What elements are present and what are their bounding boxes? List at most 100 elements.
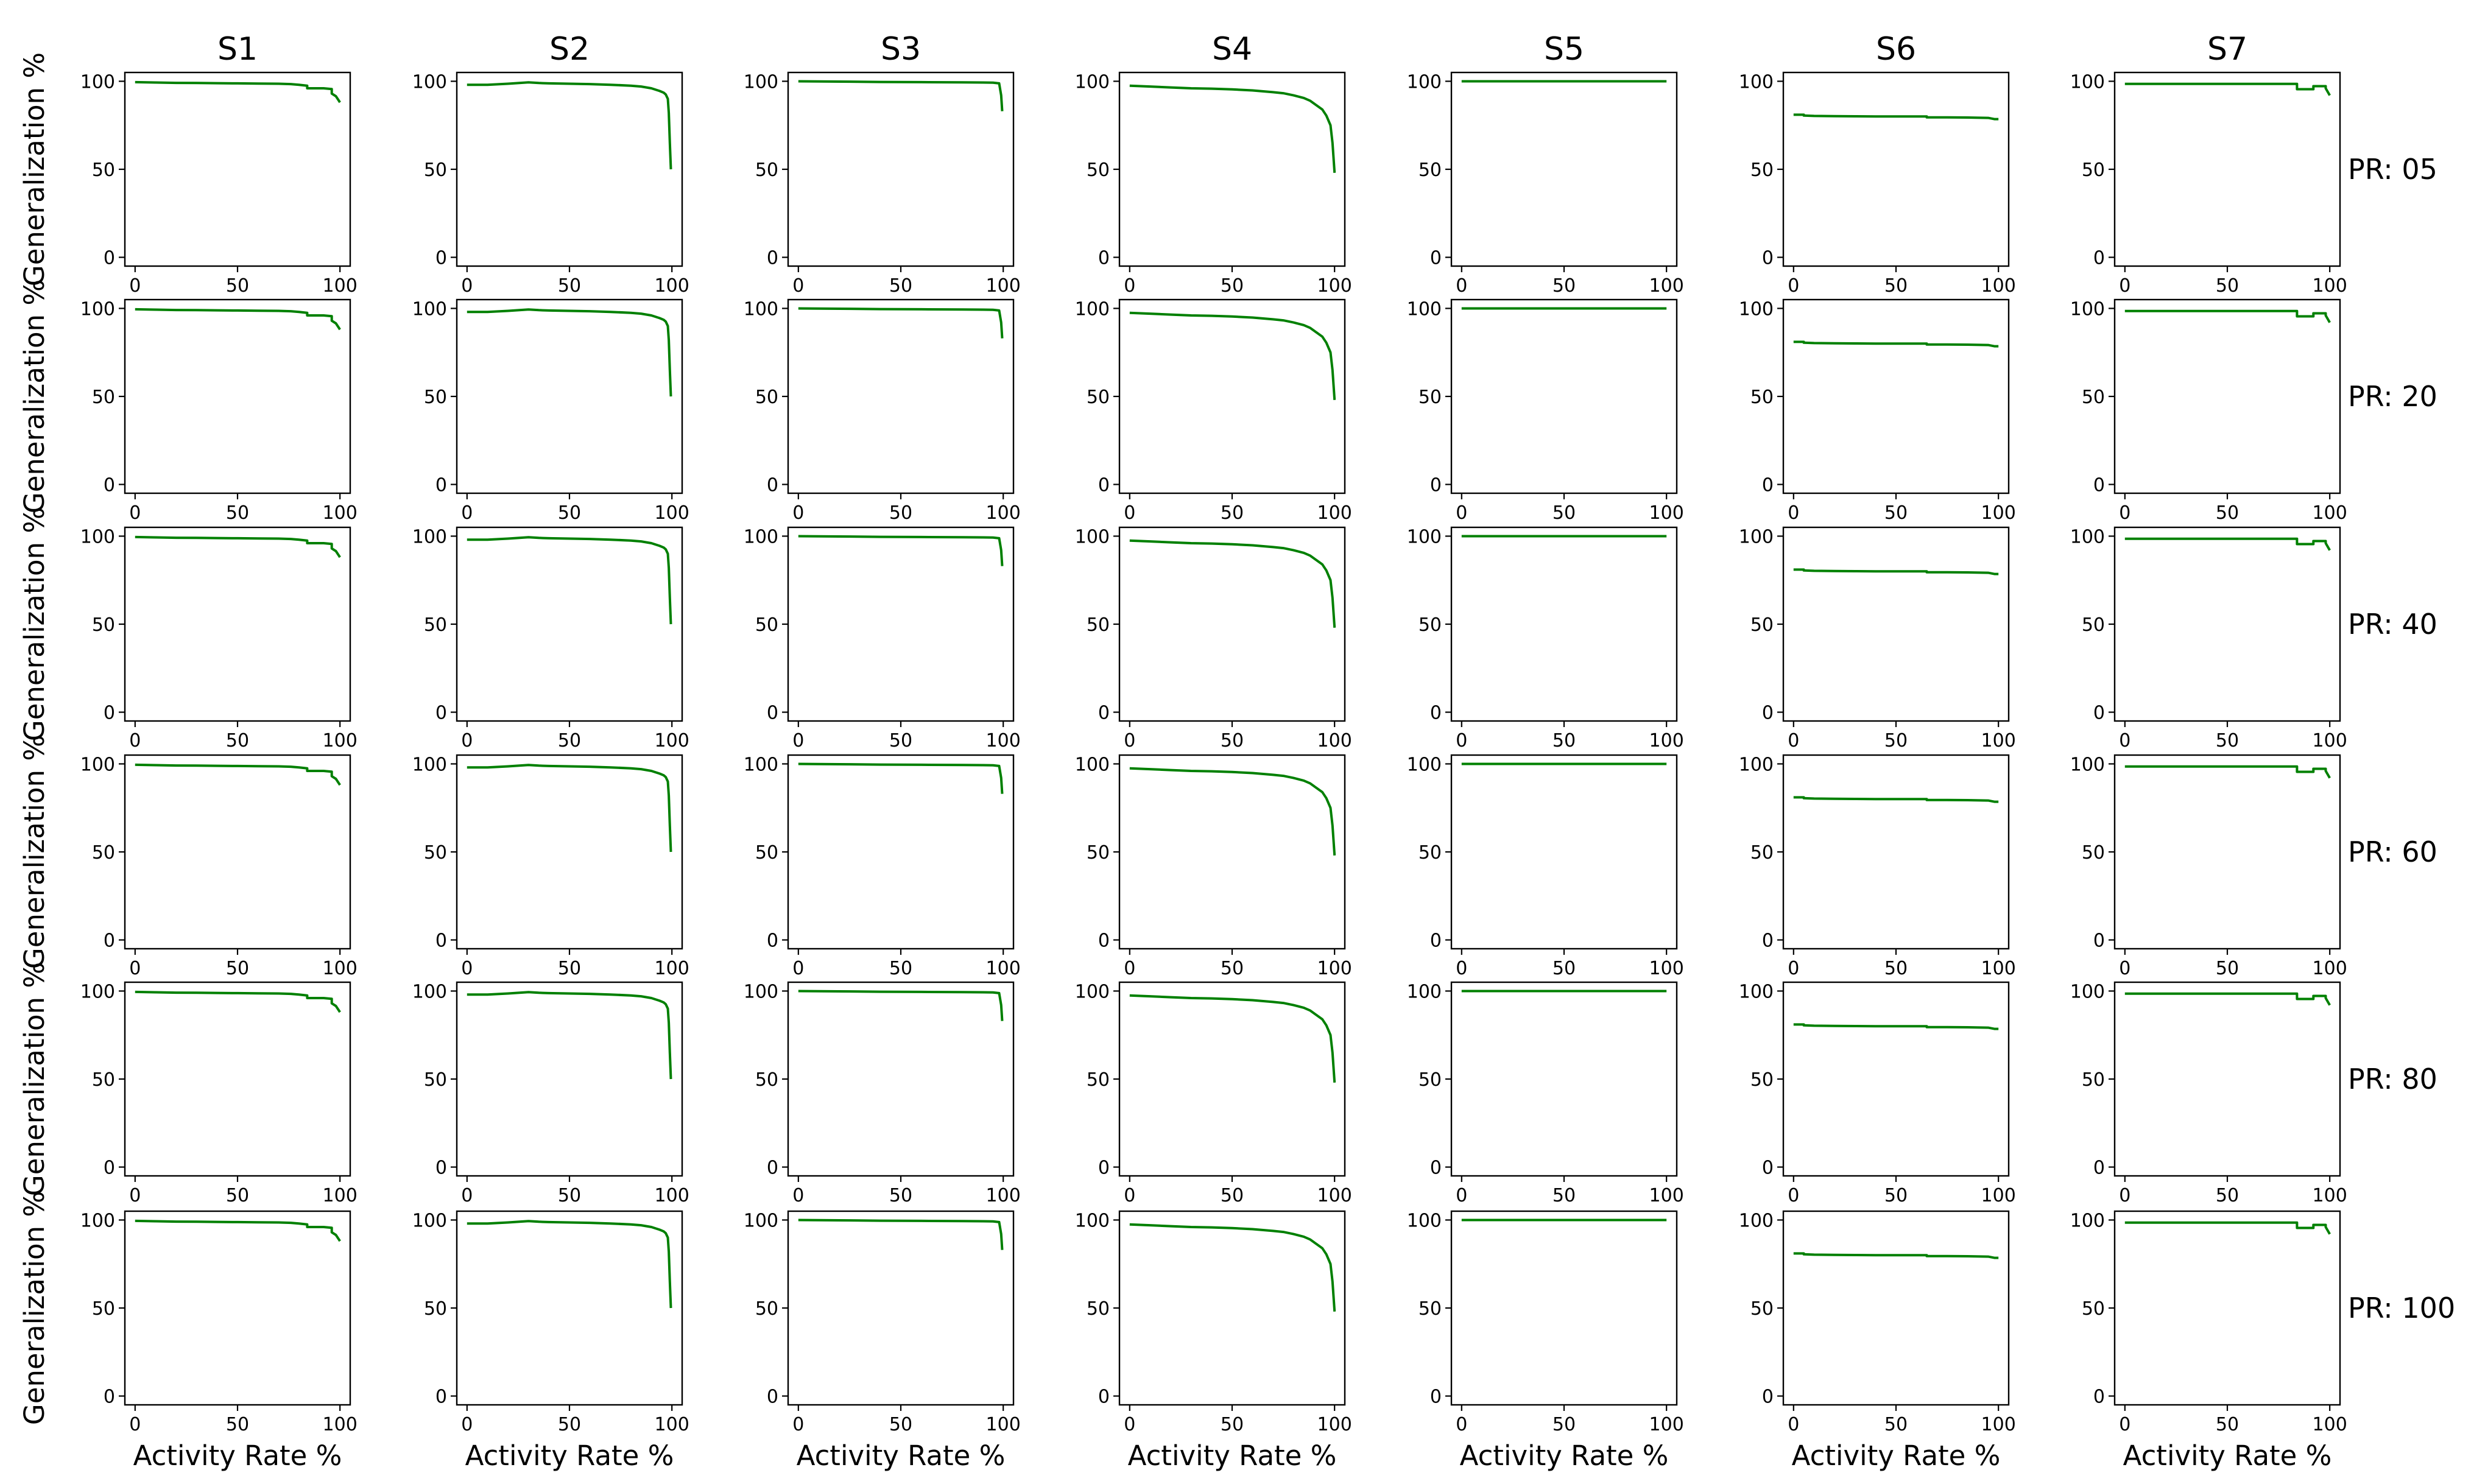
x-tick-label: 0 xyxy=(792,275,804,297)
plot-frame xyxy=(124,298,351,494)
y-tick-label: 0 xyxy=(1098,1387,1110,1408)
x-tick-label: 0 xyxy=(1788,958,1799,979)
x-tick-label: 100 xyxy=(1649,1185,1684,1206)
y-tick-label: 0 xyxy=(1762,248,1774,269)
plot-frame xyxy=(787,981,1015,1177)
plot-frame xyxy=(1782,298,2010,494)
series-line xyxy=(1129,539,1336,628)
y-tick-label: 100 xyxy=(2070,71,2105,93)
panel: 0 50 100 0 50 100 xyxy=(744,526,1021,751)
y-tick-label: 0 xyxy=(435,1158,447,1179)
plot-frame xyxy=(1450,981,1678,1177)
panel: 0 50 100 0 50 100 xyxy=(2070,754,2347,979)
panel: 0 50 100 0 50 100 xyxy=(1739,526,2016,751)
y-tick-label: 100 xyxy=(1739,298,1774,320)
series-line xyxy=(1129,994,1336,1083)
y-tick-label: 50 xyxy=(755,387,778,408)
plot-frame xyxy=(124,1210,351,1406)
plot-frame xyxy=(1782,754,2010,950)
panel: 0 50 100 0 50 100 xyxy=(412,526,689,751)
y-tick-label: 50 xyxy=(1087,842,1110,863)
x-tick-label: 50 xyxy=(558,502,581,524)
x-tick-label: 100 xyxy=(1317,958,1352,979)
x-tick-label: 50 xyxy=(2216,958,2239,979)
y-tick-label: 50 xyxy=(92,387,115,408)
y-tick-label: 0 xyxy=(104,475,115,496)
series-line xyxy=(2124,537,2331,551)
x-tick-label: 0 xyxy=(461,1185,473,1206)
x-tick-label: 100 xyxy=(655,502,689,524)
y-tick-label: 0 xyxy=(767,930,778,952)
y-tick-label: 50 xyxy=(1750,160,1774,181)
y-tick-label: 50 xyxy=(92,1069,115,1091)
x-tick-label: 100 xyxy=(655,730,689,751)
plot-frame xyxy=(787,71,1015,267)
x-tick-label: 0 xyxy=(1456,958,1467,979)
x-axis-label: Activity Rate % xyxy=(465,1440,674,1472)
y-tick-label: 0 xyxy=(1098,475,1110,496)
x-axis-label: Activity Rate % xyxy=(1460,1440,1669,1472)
x-tick-label: 100 xyxy=(1981,1414,2016,1435)
x-tick-label: 0 xyxy=(2119,1185,2130,1206)
y-tick-label: 0 xyxy=(1430,475,1442,496)
y-tick-label: 0 xyxy=(1762,703,1774,724)
y-tick-label: 50 xyxy=(755,842,778,863)
series-line xyxy=(135,80,341,104)
y-tick-label: 0 xyxy=(767,1158,778,1179)
series-line xyxy=(1793,1252,1999,1259)
x-tick-label: 50 xyxy=(1221,730,1244,751)
column-title: S5 xyxy=(1544,31,1584,68)
plot-frame xyxy=(456,298,683,494)
y-tick-label: 0 xyxy=(767,248,778,269)
series-line xyxy=(2124,1221,2331,1235)
series-line xyxy=(467,764,672,853)
x-tick-label: 0 xyxy=(1456,275,1467,297)
plot-frame xyxy=(2113,1210,2341,1406)
x-tick-label: 100 xyxy=(1317,275,1352,297)
panel: 0 50 100 0 50 100 xyxy=(1407,754,1684,979)
series-line xyxy=(467,308,672,397)
y-tick-label: 50 xyxy=(755,614,778,636)
y-tick-label: 100 xyxy=(744,71,778,93)
x-tick-label: 100 xyxy=(1317,502,1352,524)
y-tick-label: 50 xyxy=(1087,1298,1110,1320)
plot-frame xyxy=(124,981,351,1177)
y-tick-label: 50 xyxy=(2082,614,2105,636)
y-tick-label: 50 xyxy=(1418,614,1442,636)
y-tick-label: 50 xyxy=(2082,160,2105,181)
y-tick-label: 100 xyxy=(2070,526,2105,547)
y-tick-label: 0 xyxy=(1430,1158,1442,1179)
y-tick-label: 100 xyxy=(80,1210,115,1231)
x-tick-label: 50 xyxy=(226,958,249,979)
x-tick-label: 100 xyxy=(323,502,358,524)
panel: 0 50 100 0 50 100 xyxy=(1075,526,1352,751)
plot-frame xyxy=(1782,71,2010,267)
y-tick-label: 50 xyxy=(2082,1069,2105,1091)
y-tick-label: 100 xyxy=(744,298,778,320)
x-tick-label: 50 xyxy=(226,730,249,751)
series-line xyxy=(1793,796,1999,803)
y-tick-label: 50 xyxy=(1087,1069,1110,1091)
x-tick-label: 100 xyxy=(655,1185,689,1206)
x-tick-label: 100 xyxy=(2313,1414,2347,1435)
x-tick-label: 50 xyxy=(1884,275,1908,297)
y-tick-label: 100 xyxy=(1739,526,1774,547)
y-tick-label: 0 xyxy=(1762,1387,1774,1408)
plot-frame xyxy=(2113,981,2341,1177)
y-tick-label: 50 xyxy=(1418,1298,1442,1320)
x-tick-label: 0 xyxy=(2119,1414,2130,1435)
panel: 0 50 100 0 50 100 xyxy=(80,298,358,524)
panel: 0 50 100 0 50 100 xyxy=(80,1210,358,1435)
x-tick-label: 100 xyxy=(2313,1185,2347,1206)
x-tick-label: 0 xyxy=(461,502,473,524)
x-tick-label: 50 xyxy=(558,1185,581,1206)
x-tick-label: 50 xyxy=(1884,730,1908,751)
row-labels: PR: 05 PR: 20 PR: 40 PR: 60 PR: 80 PR: 100 xyxy=(2348,153,2455,1324)
y-tick-label: 100 xyxy=(744,1210,778,1231)
panel: 0 50 100 0 50 100 xyxy=(1407,298,1684,524)
x-tick-label: 0 xyxy=(461,275,473,297)
x-tick-label: 50 xyxy=(1221,1414,1244,1435)
y-tick-label: 50 xyxy=(424,387,447,408)
x-tick-label: 0 xyxy=(1788,730,1799,751)
